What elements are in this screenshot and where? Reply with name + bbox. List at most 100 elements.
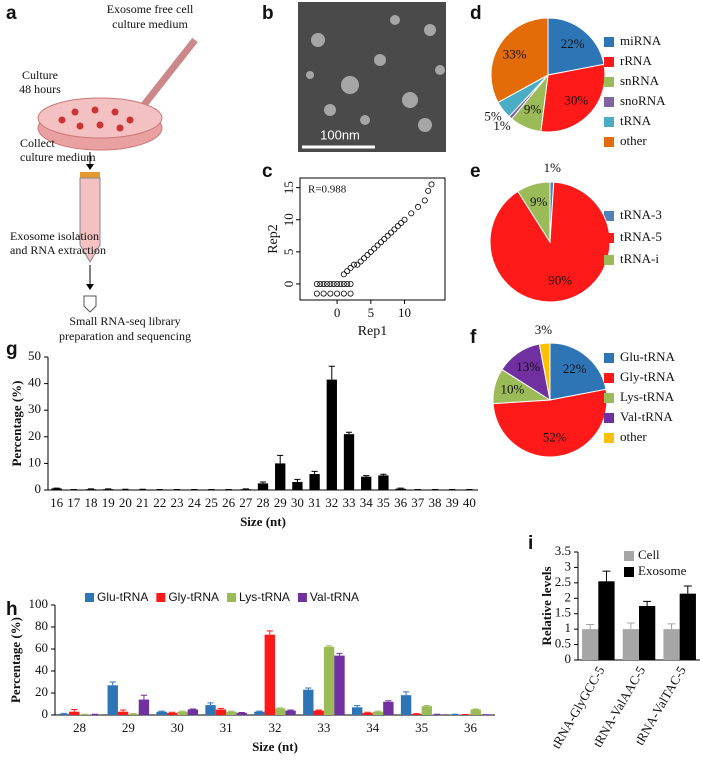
point: [320, 280, 327, 287]
y-axis-label: Relative levels: [539, 566, 554, 645]
legend-swatch: [624, 551, 634, 561]
legend-swatch: [604, 353, 614, 363]
slice: [492, 388, 608, 458]
error-bar: [228, 710, 235, 712]
y-tick-label: 40: [28, 375, 41, 390]
legend-swatch: [604, 97, 614, 107]
point: [347, 290, 354, 297]
x-tick-label: 37: [411, 495, 425, 510]
slice: [540, 63, 606, 133]
point: [330, 280, 337, 287]
legend-label: rRNA: [620, 53, 652, 68]
x-tick-label: 29: [274, 495, 287, 510]
slice: [517, 181, 551, 244]
bar: [138, 699, 150, 715]
error-bar: [207, 702, 214, 706]
x-axis-label: Size (nt): [252, 739, 298, 754]
bar: [352, 707, 363, 715]
error-bar: [667, 623, 676, 630]
x-tick-label: 20: [119, 495, 132, 510]
x-tick-label: 28: [257, 495, 270, 510]
step-text: Exosome isolation: [10, 229, 99, 243]
error-bar: [256, 710, 263, 712]
slice-label: 30%: [564, 93, 588, 108]
y-tick-label: 0: [42, 706, 49, 721]
y-tick-label: 2.5: [555, 574, 571, 589]
legend-label: tRNA-3: [620, 207, 662, 222]
y-axis-label: Percentage (%): [9, 380, 24, 466]
point: [421, 197, 428, 204]
bar: [205, 705, 216, 715]
error-bar: [277, 454, 284, 464]
x-tick-label: 30: [171, 720, 184, 735]
bar: [323, 646, 335, 715]
x-tick-label: 5: [368, 305, 375, 320]
bar: [128, 713, 139, 715]
slice-label: 90%: [548, 273, 572, 288]
panel-letter: a: [6, 3, 17, 24]
x-tick-label: 27: [239, 495, 253, 510]
x-tick-label: 18: [85, 495, 98, 510]
x-tick-label: 36: [394, 495, 408, 510]
bar: [275, 708, 286, 715]
legend-swatch: [156, 593, 166, 602]
y-tick-label: 0: [281, 281, 296, 288]
point: [337, 280, 344, 287]
point: [350, 261, 357, 268]
bar: [257, 483, 269, 490]
error-bar: [305, 687, 312, 690]
x-tick-label: 31: [308, 495, 321, 510]
bar: [215, 709, 227, 715]
step-text: Culture: [22, 68, 58, 82]
legend-label: other: [620, 133, 647, 148]
bar: [598, 581, 615, 660]
legend-swatch: [604, 413, 614, 423]
error-bar: [315, 709, 322, 711]
legend-label: tRNA-5: [620, 229, 662, 244]
error-bar: [60, 712, 67, 714]
slice-label: 3%: [535, 322, 553, 337]
slice-label: 33%: [503, 46, 527, 61]
error-bar: [586, 624, 595, 630]
slice: [538, 342, 551, 401]
panel-letter: c: [262, 161, 273, 182]
bar: [326, 379, 337, 490]
bar: [582, 629, 599, 660]
point: [415, 203, 422, 210]
point: [401, 216, 408, 223]
arrow-head: [86, 164, 94, 170]
error-bar: [277, 707, 284, 709]
error-bar: [385, 700, 392, 702]
legend-swatch: [604, 77, 614, 87]
x-tick-label: 38: [429, 495, 442, 510]
x-tick-label: 23: [171, 495, 184, 510]
x-tick-label: 33: [343, 495, 356, 510]
bar: [663, 629, 680, 660]
error-bar: [189, 708, 196, 710]
error-bar: [602, 570, 611, 582]
y-tick-label: 20: [35, 684, 48, 699]
x-tick-label: 40: [463, 495, 476, 510]
bar: [120, 489, 131, 490]
step-text: 48 hours: [19, 82, 61, 96]
bar: [303, 689, 314, 715]
error-bar: [380, 473, 387, 476]
annotation: R=0.988: [308, 184, 347, 196]
bar: [103, 489, 114, 490]
bar: [236, 712, 247, 715]
bar: [309, 474, 320, 490]
x-tick-label: 22: [153, 495, 166, 510]
step-text: preparation and sequencing: [59, 329, 191, 343]
y-axis-label: Percentage (%): [8, 617, 23, 703]
bar: [58, 713, 70, 715]
small-tube: [83, 295, 97, 313]
bar: [107, 685, 118, 715]
point: [327, 280, 334, 287]
point: [394, 223, 401, 230]
bar: [421, 706, 433, 715]
x-axis-label: Rep1: [358, 324, 388, 339]
scale-label: 100nm: [320, 127, 360, 142]
legend-label: Exosome: [638, 563, 687, 578]
legend-swatch: [604, 117, 614, 127]
